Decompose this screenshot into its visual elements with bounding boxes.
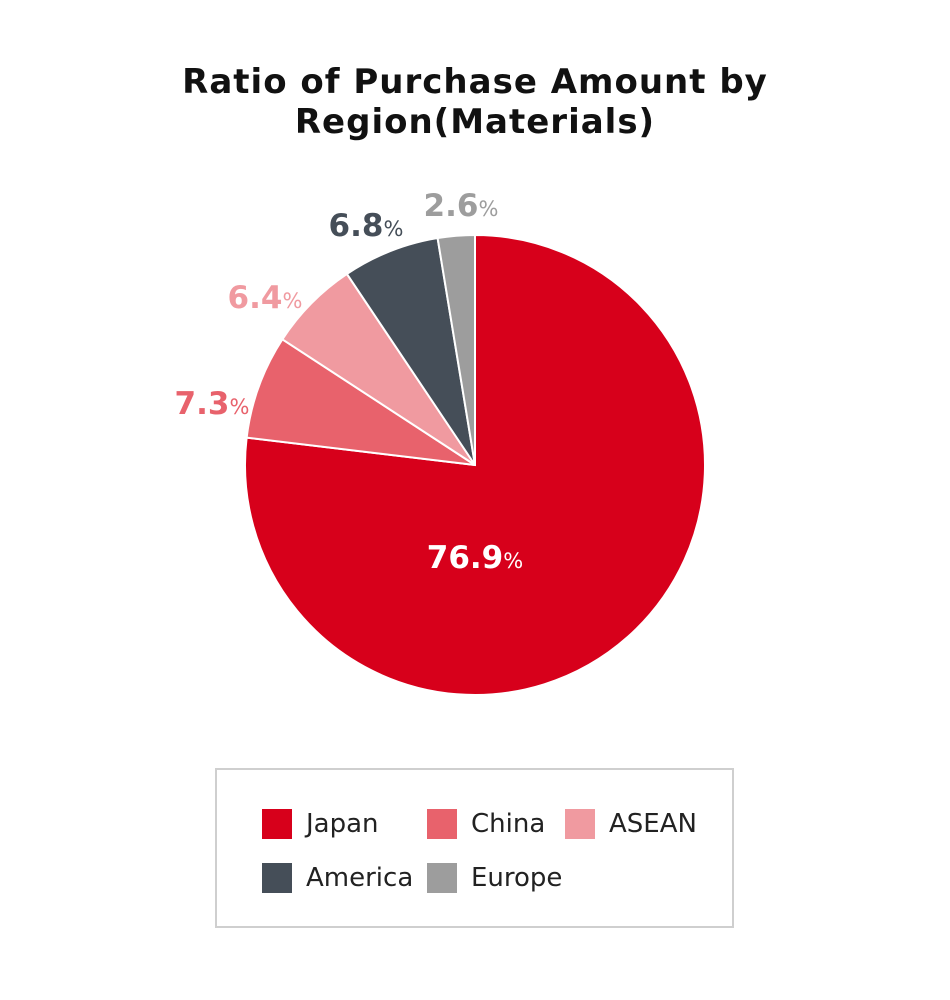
data-label-unit-asean: % (282, 289, 302, 313)
pie-slice-europe (436, 233, 476, 466)
legend-swatch-asean (565, 809, 595, 839)
legend-swatch-china (427, 809, 457, 839)
legend-label-japan: Japan (306, 809, 379, 839)
legend-item-asean: ASEAN (565, 809, 697, 839)
data-label-value-america: 6.8 (329, 208, 384, 244)
data-label-europe: 2.6% (424, 188, 499, 224)
data-label-value-asean: 6.4 (228, 280, 283, 316)
legend-swatch-europe (427, 863, 457, 893)
data-label-value-europe: 2.6 (424, 188, 479, 224)
chart-legend: Japan China ASEAN America Europe (215, 768, 734, 928)
legend-item-europe: Europe (427, 863, 562, 893)
legend-label-china: China (471, 809, 546, 839)
data-label-unit-japan: % (503, 549, 523, 573)
data-label-value-japan: 76.9 (427, 540, 504, 576)
legend-item-america: America (262, 863, 413, 893)
legend-swatch-america (262, 863, 292, 893)
data-label-japan: 76.9% (427, 540, 523, 576)
legend-item-china: China (427, 809, 545, 839)
chart-title: Ratio of Purchase Amount by Region(Mater… (182, 62, 768, 142)
legend-label-asean: ASEAN (609, 809, 697, 839)
data-label-unit-europe: % (478, 197, 498, 221)
pie-slice-china (245, 337, 476, 466)
legend-swatch-japan (262, 809, 292, 839)
data-label-unit-china: % (229, 395, 249, 419)
legend-label-america: America (306, 863, 414, 893)
data-label-unit-america: % (383, 217, 403, 241)
data-label-value-china: 7.3 (175, 386, 230, 422)
data-label-asean: 6.4% (228, 280, 303, 316)
pie-slice-japan (244, 233, 706, 696)
data-label-china: 7.3% (175, 386, 250, 422)
legend-item-japan: Japan (262, 809, 379, 839)
pie-chart: 76.9%7.3%6.4%6.8%2.6% (175, 188, 706, 696)
legend-label-europe: Europe (471, 863, 563, 893)
data-label-america: 6.8% (329, 208, 404, 244)
